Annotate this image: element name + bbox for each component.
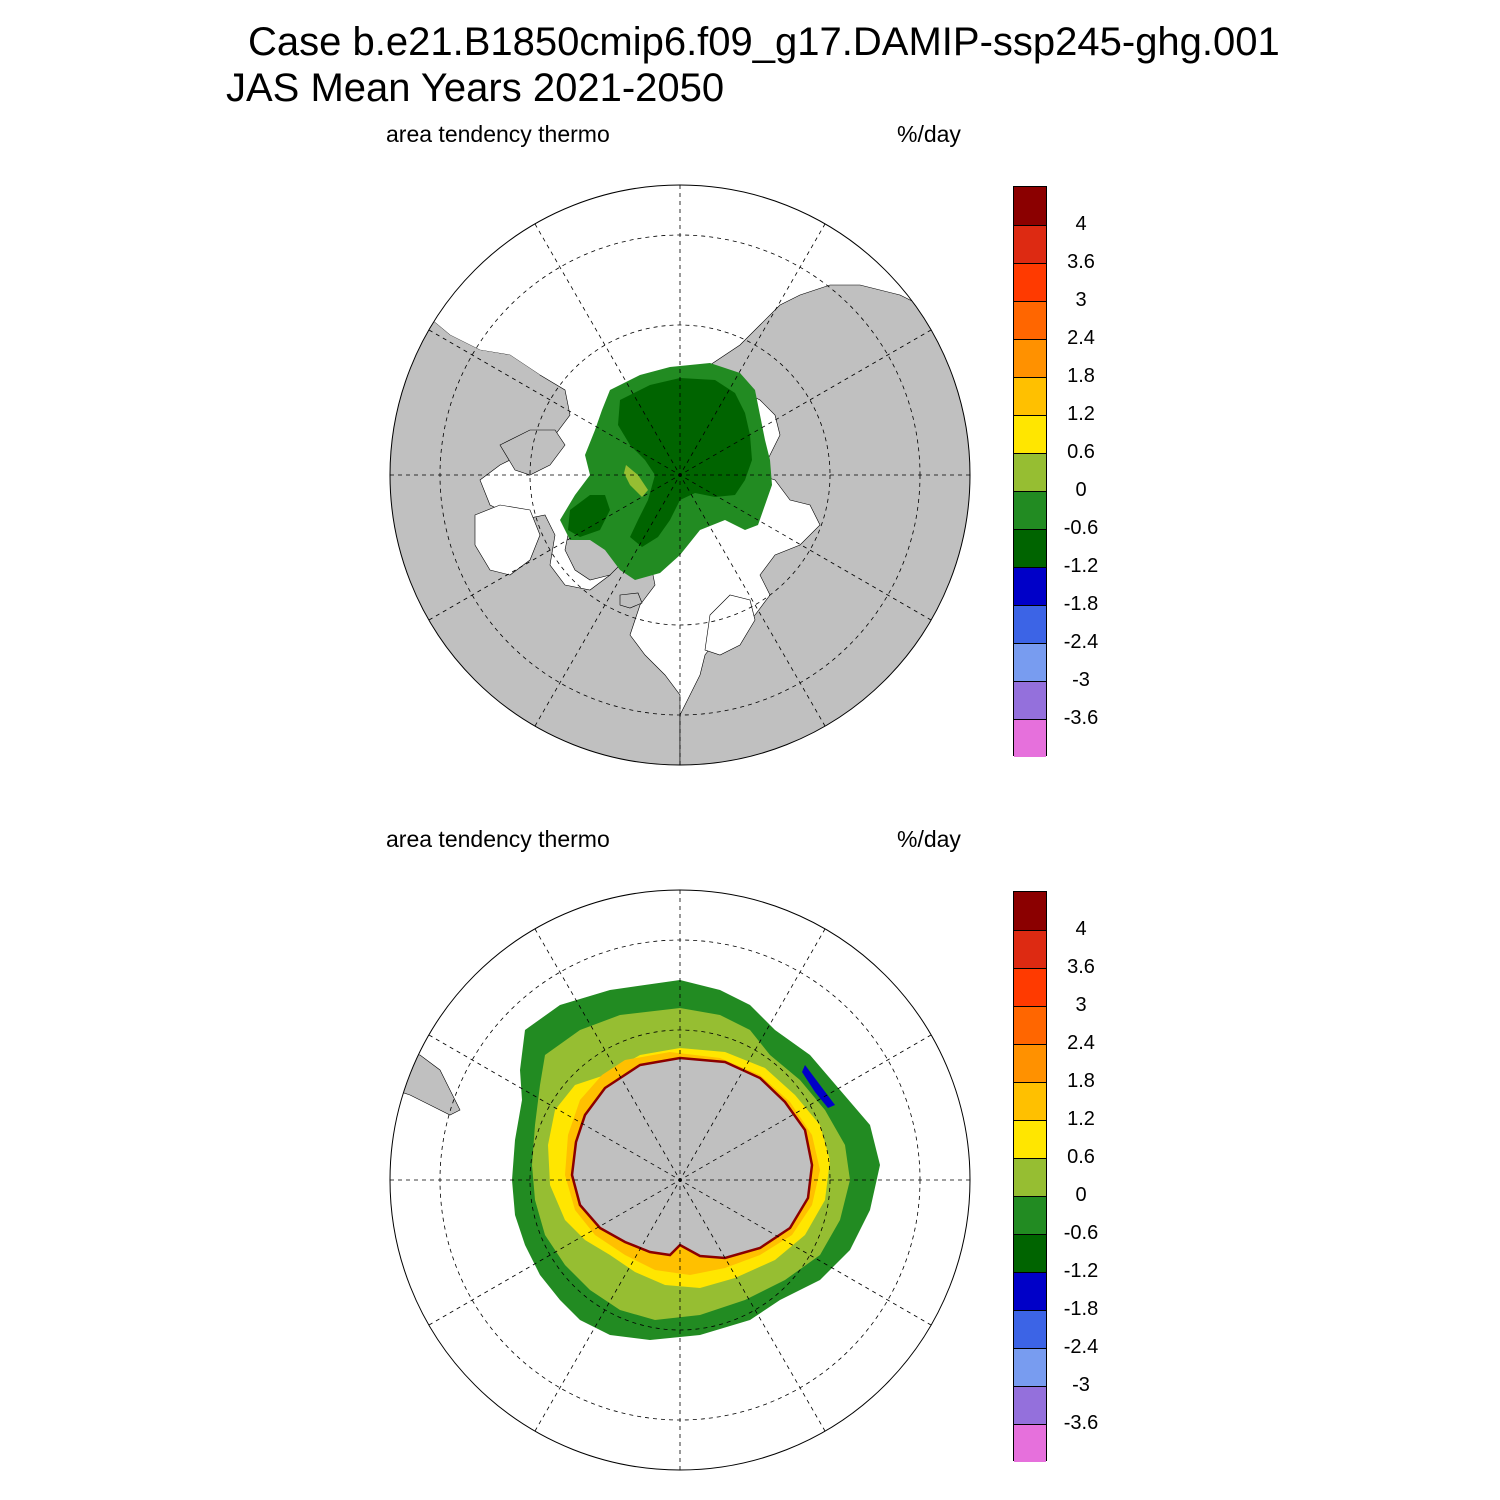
figure-title: Case b.e21.B1850cmip6.f09_g17.DAMIP-ssp2… xyxy=(248,20,1280,64)
south-colorbar-label-8: -0.6 xyxy=(1063,1222,1099,1244)
south-colorbar-label-13: -3.6 xyxy=(1063,1412,1099,1434)
north-colorbar-label-7: 0 xyxy=(1075,479,1087,501)
hudson-bay-water xyxy=(474,504,541,576)
north-colorbar-swatch-12 xyxy=(1014,643,1046,681)
north-colorbar-label-12: -3 xyxy=(1072,669,1090,691)
north-colorbar-label-11: -2.4 xyxy=(1063,631,1099,653)
north-colorbar-label-2: 3 xyxy=(1075,289,1087,311)
north-panel-label: area tendency thermo xyxy=(386,121,610,147)
arctic-ice-edge-yellow xyxy=(624,465,648,497)
south-colorbar-label-0: 4 xyxy=(1075,918,1087,940)
north-colorbar-swatch-1 xyxy=(1014,225,1046,263)
north-meridian-150 xyxy=(534,223,826,727)
iceland-land xyxy=(619,592,643,609)
north-map-border xyxy=(389,184,971,766)
south-polar-map xyxy=(389,889,971,1471)
south-colorbar-swatch-3 xyxy=(1014,1006,1046,1044)
south-colorbar-swatch-8 xyxy=(1014,1196,1046,1234)
north-colorbar-label-9: -1.2 xyxy=(1063,555,1099,577)
south-meridian-150 xyxy=(534,928,826,1432)
north-colorbar-label-5: 1.2 xyxy=(1067,403,1095,425)
south-colorbar-label-4: 1.8 xyxy=(1067,1070,1095,1092)
south-colorbar-swatch-5 xyxy=(1014,1082,1046,1120)
arctic-islands-land xyxy=(499,429,566,476)
south-colorbar-label-5: 1.2 xyxy=(1067,1108,1095,1130)
north-colorbar-label-13: -3.6 xyxy=(1063,707,1099,729)
south-colorbar: 4 3.6 3 2.4 1.8 1.2 0.6 0 -0.6 -1.2 -1.8 -2.4 -3 -3.6 xyxy=(1013,891,1113,1466)
north-colorbar-swatch-7 xyxy=(1014,453,1046,491)
north-colorbar: 4 3.6 3 2.4 1.8 1.2 0.6 0 -0.6 -1.2 -1.8 -2.4 -3 -3.6 xyxy=(1013,186,1113,761)
south-colorbar-swatch-1 xyxy=(1014,930,1046,968)
south-colorbar-swatch-4 xyxy=(1014,1044,1046,1082)
north-colorbar-box xyxy=(1013,186,1047,757)
north-colorbar-swatch-9 xyxy=(1014,529,1046,567)
figure-subtitle: JAS Mean Years 2021-2050 xyxy=(226,66,725,110)
south-panel-units: %/day xyxy=(897,826,961,852)
north-colorbar-swatch-4 xyxy=(1014,339,1046,377)
south-colorbar-label-11: -2.4 xyxy=(1063,1336,1099,1358)
south-colorbar-swatch-7 xyxy=(1014,1158,1046,1196)
north-colorbar-label-4: 1.8 xyxy=(1067,365,1095,387)
south-colorbar-label-1: 3.6 xyxy=(1067,956,1095,978)
south-colorbar-label-2: 3 xyxy=(1075,994,1087,1016)
south-colorbar-label-7: 0 xyxy=(1075,1184,1087,1206)
north-colorbar-swatch-11 xyxy=(1014,605,1046,643)
north-colorbar-swatch-2 xyxy=(1014,263,1046,301)
scandinavia-sea xyxy=(704,594,756,656)
south-colorbar-swatch-11 xyxy=(1014,1310,1046,1348)
north-colorbar-swatch-14 xyxy=(1014,719,1046,757)
north-polar-map xyxy=(389,184,971,766)
north-colorbar-swatch-6 xyxy=(1014,415,1046,453)
north-colorbar-swatch-8 xyxy=(1014,491,1046,529)
antarctic-ice-blue xyxy=(802,1065,835,1108)
south-colorbar-swatch-12 xyxy=(1014,1348,1046,1386)
south-colorbar-label-10: -1.8 xyxy=(1063,1298,1099,1320)
south-panel-label: area tendency thermo xyxy=(386,826,610,852)
south-colorbar-swatch-6 xyxy=(1014,1120,1046,1158)
north-colorbar-label-3: 2.4 xyxy=(1067,327,1095,349)
north-colorbar-label-6: 0.6 xyxy=(1067,441,1095,463)
south-colorbar-label-9: -1.2 xyxy=(1063,1260,1099,1282)
south-colorbar-swatch-2 xyxy=(1014,968,1046,1006)
south-colorbar-label-3: 2.4 xyxy=(1067,1032,1095,1054)
north-colorbar-swatch-3 xyxy=(1014,301,1046,339)
south-colorbar-swatch-9 xyxy=(1014,1234,1046,1272)
south-colorbar-label-6: 0.6 xyxy=(1067,1146,1095,1168)
north-colorbar-label-10: -1.8 xyxy=(1063,593,1099,615)
north-colorbar-label-0: 4 xyxy=(1075,213,1087,235)
north-colorbar-label-1: 3.6 xyxy=(1067,251,1095,273)
arctic-ice-small-band xyxy=(568,495,610,537)
arctic-ice-core xyxy=(618,378,752,547)
south-colorbar-box xyxy=(1013,891,1047,1462)
north-colorbar-label-8: -0.6 xyxy=(1063,517,1099,539)
south-colorbar-swatch-14 xyxy=(1014,1424,1046,1462)
south-colorbar-swatch-10 xyxy=(1014,1272,1046,1310)
south-colorbar-label-12: -3 xyxy=(1072,1374,1090,1396)
south-colorbar-swatch-13 xyxy=(1014,1386,1046,1424)
north-colorbar-swatch-5 xyxy=(1014,377,1046,415)
north-colorbar-swatch-13 xyxy=(1014,681,1046,719)
north-colorbar-swatch-0 xyxy=(1014,187,1046,225)
north-panel-units: %/day xyxy=(897,121,961,147)
north-colorbar-swatch-10 xyxy=(1014,567,1046,605)
south-colorbar-swatch-0 xyxy=(1014,892,1046,930)
south-map-border xyxy=(389,889,971,1471)
